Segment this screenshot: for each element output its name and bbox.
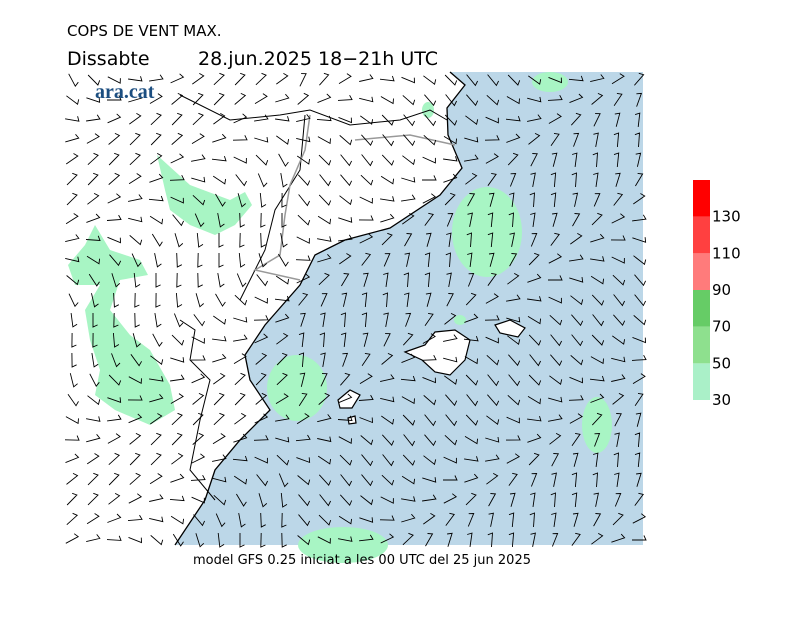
wind-zones xyxy=(68,72,612,563)
sea xyxy=(175,72,643,545)
legend-band xyxy=(693,180,710,217)
wind-barbs xyxy=(64,72,647,548)
legend-band xyxy=(693,326,710,364)
coastline xyxy=(174,71,466,546)
map-title: COPS DE VENT MAX. xyxy=(67,22,222,40)
legend: 30 50 70 90 110 130 xyxy=(693,180,741,409)
legend-band xyxy=(693,363,710,400)
legend-label: 130 xyxy=(712,208,741,226)
legend-band xyxy=(693,253,710,290)
legend-band xyxy=(693,216,710,254)
legend-label: 70 xyxy=(712,318,731,336)
logo: ara.cat xyxy=(95,81,155,103)
region-borders xyxy=(253,114,456,281)
legend-label: 110 xyxy=(712,244,741,262)
legend-band xyxy=(693,290,710,327)
map-day: Dissabte xyxy=(67,48,150,70)
barb-field xyxy=(64,72,647,548)
islands xyxy=(337,319,526,425)
legend-label: 50 xyxy=(712,354,731,372)
map: ara.cat xyxy=(64,71,647,563)
footer: model GFS 0.25 iniciat a les 00 UTC del … xyxy=(193,553,531,568)
map-date: 28.jun.2025 18−21h UTC xyxy=(198,48,438,70)
legend-label: 30 xyxy=(712,391,731,409)
legend-label: 90 xyxy=(712,281,731,299)
